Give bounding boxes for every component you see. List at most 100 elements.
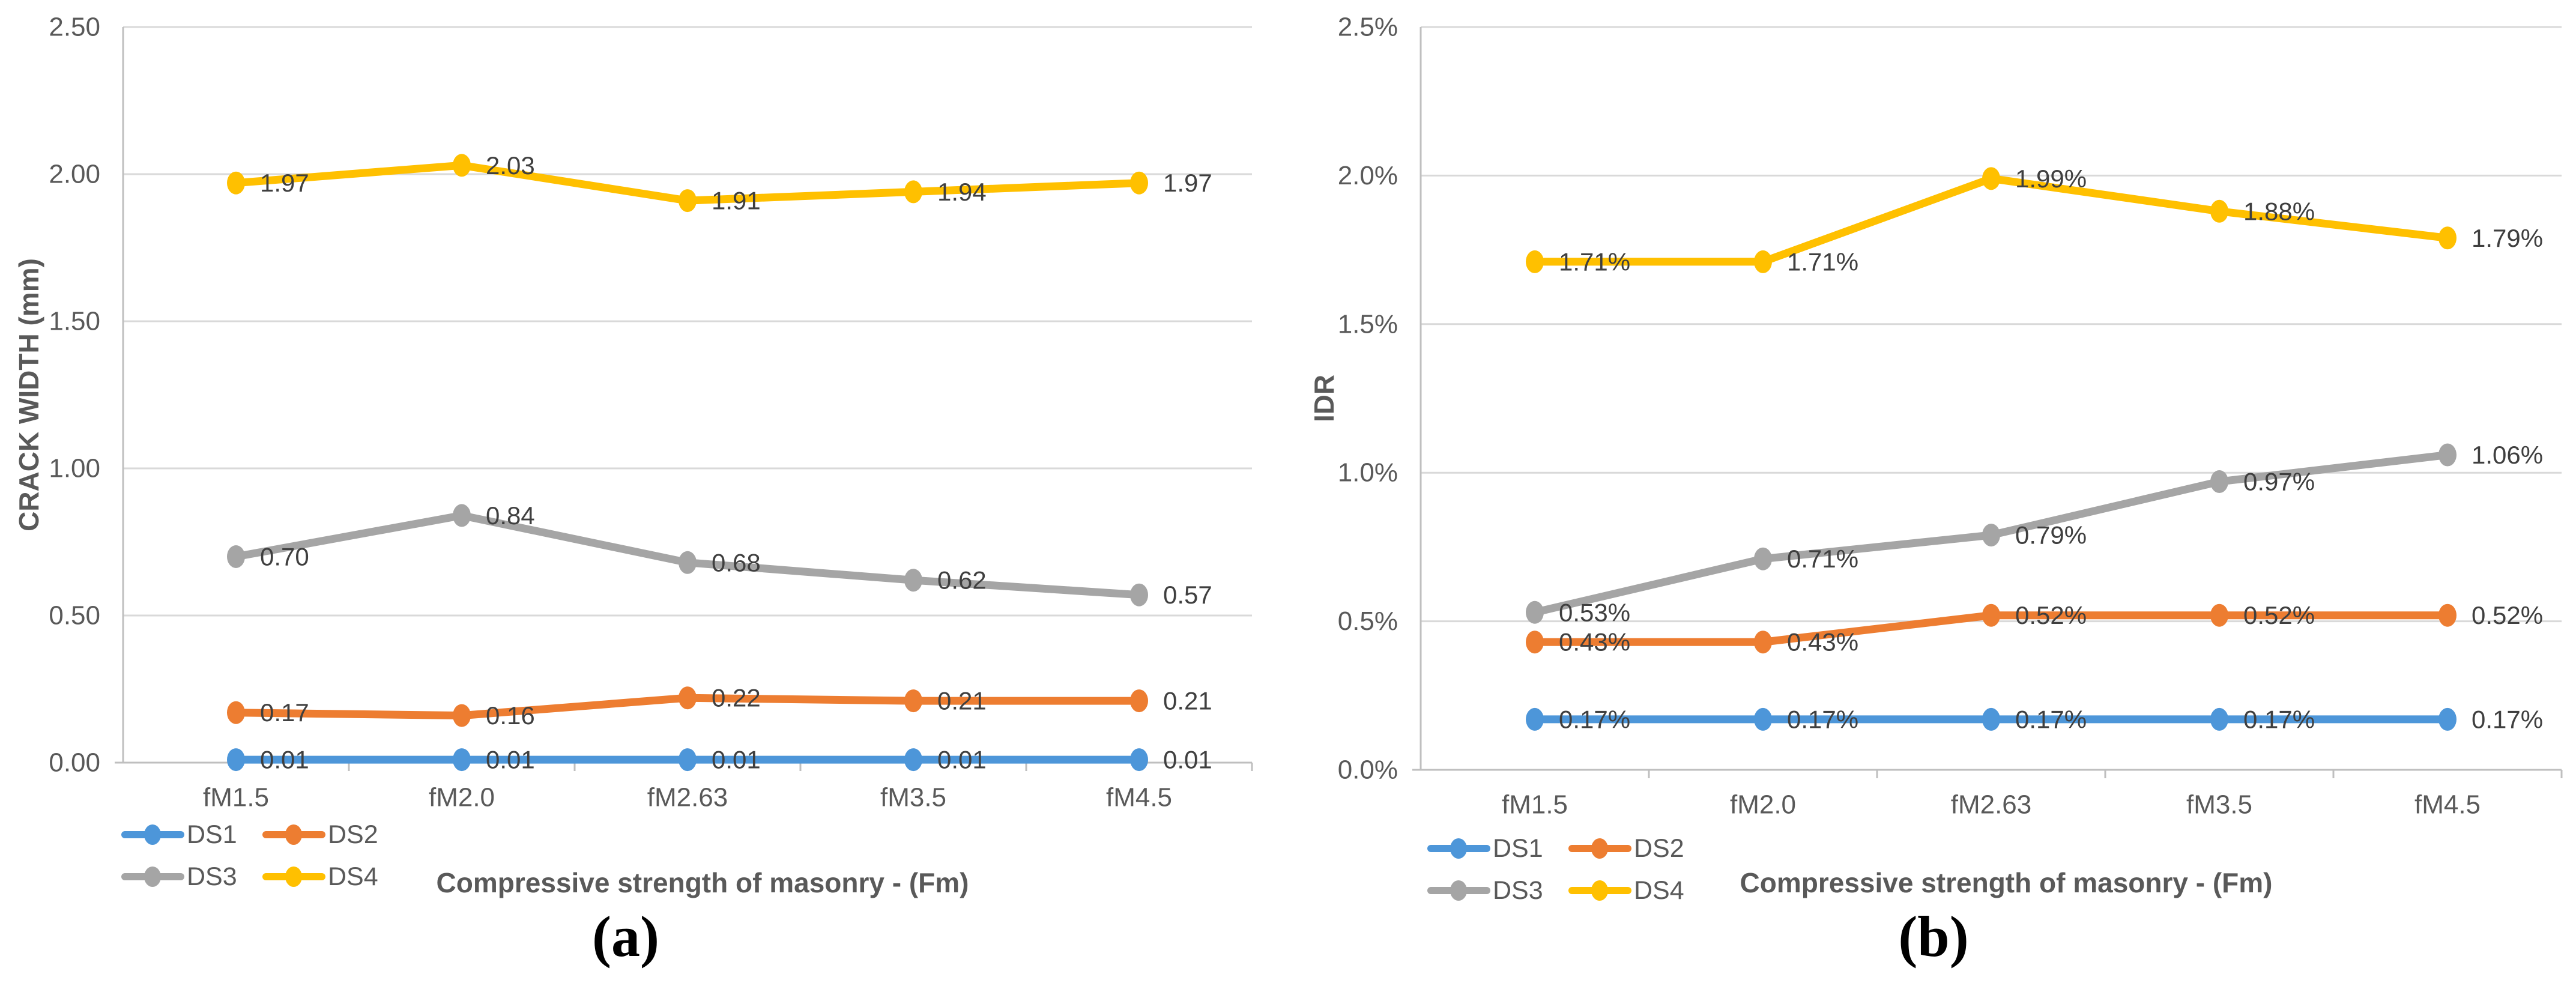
- data-point-marker-ds3: [2438, 443, 2457, 467]
- y-tick-label: 0.00: [49, 748, 100, 778]
- data-point-marker-ds1: [679, 748, 697, 772]
- legend-label-ds4: DS4: [328, 862, 378, 891]
- data-point-marker-ds3: [679, 551, 697, 574]
- x-axis-title: Compressive strength of masonry - (Fm): [1740, 867, 2273, 898]
- data-label-ds4: 1.97: [260, 169, 309, 197]
- data-point-marker-ds1: [1754, 707, 1772, 731]
- chart-a-crack-width: 0.00 0.50 1.00 1.50 2.00 2.50 fM1.5 fM2.0 fM2.63…: [0, 0, 1288, 980]
- y-axis-title: IDR: [1308, 375, 1340, 422]
- data-label-ds1: 0.01: [712, 746, 761, 774]
- legend-label-ds3: DS3: [187, 862, 237, 891]
- x-tick-label: fM1.5: [203, 783, 269, 812]
- legend-marker-ds4: [1591, 880, 1608, 901]
- y-tick-label: 2.00: [49, 160, 100, 189]
- data-point-marker-ds3: [1130, 583, 1148, 606]
- data-label-ds1: 0.01: [1163, 746, 1212, 774]
- chart-b-idr: 0.0% 0.5% 1.0% 1.5% 2.0% 2.5% fM1.5 fM2.0 fM2.63…: [1288, 0, 2576, 980]
- legend-label-ds1: DS1: [187, 820, 237, 849]
- data-label-ds2: 0.52%: [2015, 601, 2087, 629]
- legend-label-ds4: DS4: [1634, 876, 1684, 905]
- data-point-marker-ds2: [2438, 603, 2457, 627]
- y-tick-label: 2.50: [49, 13, 100, 42]
- y-tick-label: 0.50: [49, 601, 100, 631]
- data-point-marker-ds2: [904, 689, 922, 713]
- data-label-ds2: 0.21: [937, 687, 987, 715]
- legend-marker-ds4: [285, 867, 302, 887]
- data-point-marker-ds4: [227, 171, 245, 195]
- data-label-ds2: 0.52%: [2243, 601, 2315, 629]
- data-label-ds3: 0.62: [937, 566, 987, 594]
- x-tick-label: fM3.5: [2186, 790, 2252, 820]
- data-point-marker-ds1: [453, 748, 471, 772]
- data-point-marker-ds4: [1526, 250, 1544, 273]
- legend-marker-ds1: [144, 824, 161, 845]
- data-label-ds3: 0.71%: [1787, 545, 1858, 573]
- legend-label-ds3: DS3: [1493, 876, 1543, 905]
- data-point-marker-ds4: [1754, 250, 1772, 273]
- data-point-marker-ds1: [904, 748, 922, 772]
- data-label-ds4: 1.94: [937, 178, 987, 206]
- data-label-ds3: 0.68: [712, 548, 761, 576]
- legend-label-ds2: DS2: [328, 820, 378, 849]
- data-point-marker-ds1: [1982, 707, 2000, 731]
- line-chart-b: 0.0% 0.5% 1.0% 1.5% 2.0% 2.5% fM1.5 fM2.0 fM2.63…: [1308, 13, 2563, 905]
- data-label-ds1: 0.17%: [1787, 705, 1858, 733]
- data-point-marker-ds3: [227, 545, 245, 568]
- data-label-ds4: 2.03: [486, 151, 535, 180]
- y-tick-label: 0.5%: [1338, 606, 1398, 636]
- line-chart-a: 0.00 0.50 1.00 1.50 2.00 2.50 fM1.5 fM2.0 fM2.63…: [13, 13, 1253, 898]
- data-point-marker-ds1: [2210, 707, 2228, 731]
- data-label-ds1: 0.17%: [2015, 705, 2087, 733]
- data-label-ds1: 0.17%: [2243, 705, 2315, 733]
- y-tick-label: 2.5%: [1338, 13, 1398, 42]
- data-label-ds4: 1.91: [712, 187, 761, 215]
- data-label-ds4: 1.88%: [2243, 197, 2315, 225]
- data-point-marker-ds1: [2438, 707, 2457, 731]
- data-label-ds3: 0.57: [1163, 581, 1212, 609]
- data-label-ds1: 0.17%: [2472, 705, 2543, 733]
- data-point-marker-ds3: [453, 504, 471, 527]
- legend-label-ds1: DS1: [1493, 834, 1543, 863]
- legend-marker-ds2: [1591, 838, 1608, 859]
- legend-marker-ds3: [144, 867, 161, 887]
- x-tick-label: fM2.63: [1951, 790, 2032, 820]
- x-tick-label: fM2.63: [647, 783, 728, 812]
- legend-marker-ds3: [1450, 880, 1467, 901]
- data-point-marker-ds2: [2210, 603, 2228, 627]
- data-label-ds2: 0.21: [1163, 687, 1212, 715]
- data-point-marker-ds1: [1130, 748, 1148, 772]
- data-point-marker-ds4: [679, 189, 697, 213]
- data-point-marker-ds1: [227, 748, 245, 772]
- data-point-marker-ds4: [1130, 171, 1148, 195]
- data-point-marker-ds3: [1982, 524, 2000, 547]
- legend-label-ds2: DS2: [1634, 834, 1684, 863]
- data-point-marker-ds2: [1526, 631, 1544, 654]
- x-tick-label: fM2.0: [1730, 790, 1796, 820]
- data-point-marker-ds2: [1754, 631, 1772, 654]
- x-axis-title: Compressive strength of masonry - (Fm): [437, 867, 969, 898]
- data-label-ds4: 1.79%: [2472, 224, 2543, 252]
- data-point-marker-ds4: [2210, 199, 2228, 223]
- data-label-ds1: 0.01: [937, 746, 987, 774]
- data-point-marker-ds1: [1526, 707, 1544, 731]
- data-point-marker-ds4: [1982, 167, 2000, 190]
- y-tick-label: 1.5%: [1338, 309, 1398, 339]
- data-point-marker-ds2: [453, 704, 471, 727]
- data-label-ds3: 0.53%: [1559, 598, 1630, 626]
- caption-a: (a): [592, 904, 659, 969]
- data-label-ds2: 0.17: [260, 698, 309, 727]
- data-label-ds1: 0.01: [486, 746, 535, 774]
- data-point-marker-ds4: [453, 154, 471, 177]
- data-label-ds2: 0.43%: [1559, 628, 1630, 656]
- x-tick-label: fM1.5: [1502, 790, 1568, 820]
- data-label-ds1: 0.01: [260, 746, 309, 774]
- data-point-marker-ds2: [227, 701, 245, 724]
- y-tick-label: 1.0%: [1338, 458, 1398, 488]
- data-label-ds4: 1.71%: [1787, 247, 1858, 276]
- legend-marker-ds1: [1450, 838, 1467, 859]
- x-tick-label: fM4.5: [2414, 790, 2481, 820]
- data-point-marker-ds2: [679, 686, 697, 710]
- data-point-marker-ds2: [1130, 689, 1148, 713]
- data-point-marker-ds4: [2438, 226, 2457, 250]
